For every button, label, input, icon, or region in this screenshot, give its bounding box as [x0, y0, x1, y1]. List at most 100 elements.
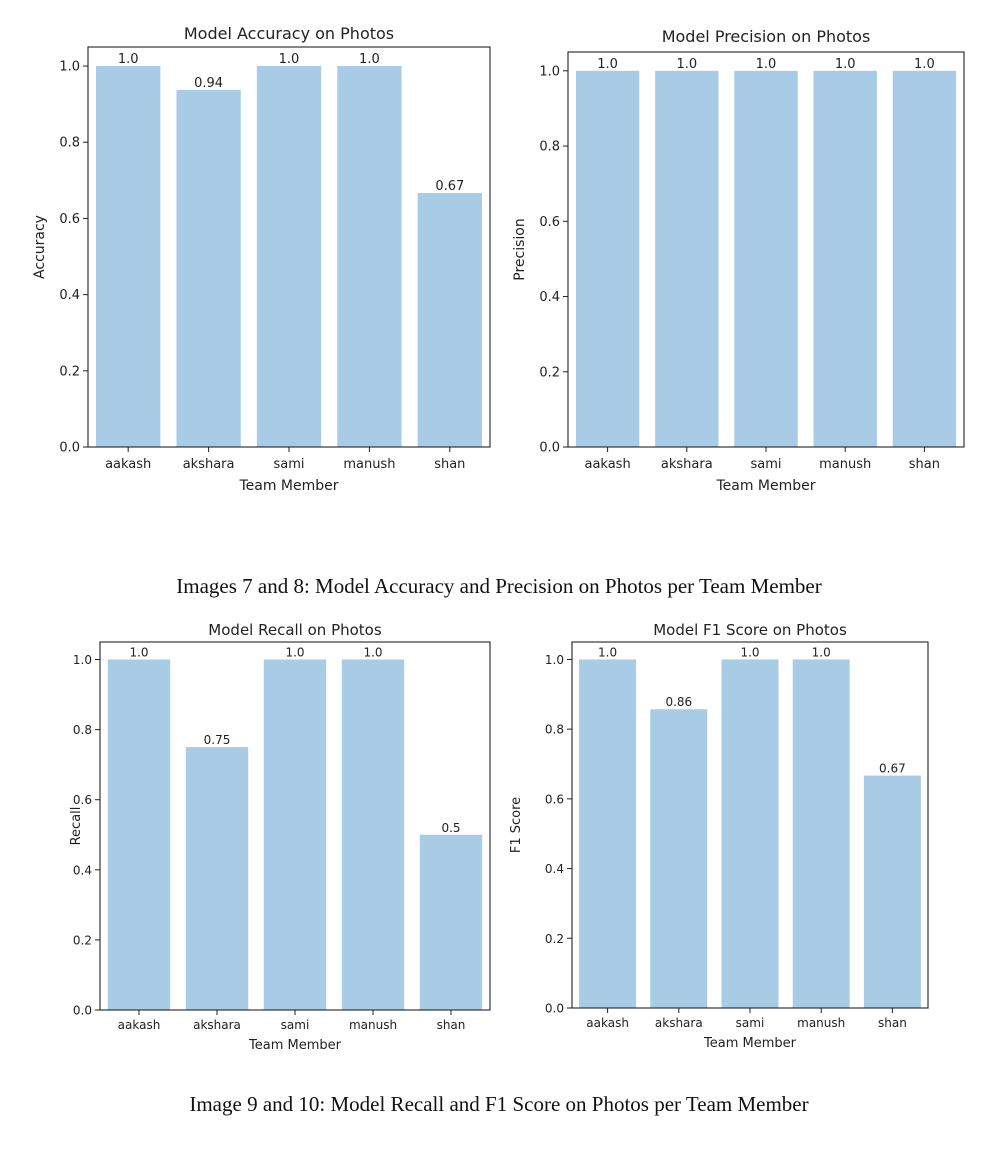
recall-chart-xtick-label-shan: shan	[437, 1018, 466, 1032]
precision-chart-ytick-label: 0.2	[539, 365, 560, 380]
precision-chart-ytick-label: 0.8	[539, 140, 560, 155]
recall-chart: Model Recall on Photos 1.0 aakash 0.75 aksha…	[60, 615, 500, 1065]
recall-chart-ytick-label: 1.0	[73, 653, 92, 667]
recall-chart-ytick-label: 0.6	[73, 793, 92, 807]
recall-chart-bar-manush	[341, 659, 405, 1010]
precision-chart-value-label-aakash: 1.0	[597, 57, 618, 72]
f1-chart-value-label-manush: 1.0	[812, 645, 831, 659]
f1-chart-ytick-label: 0.2	[545, 932, 564, 946]
precision-chart-y-axis-label: Precision	[512, 218, 528, 280]
accuracy-chart-bar-akshara	[176, 89, 241, 447]
recall-chart-bar-sami	[263, 659, 327, 1010]
accuracy-chart-ytick-label: 1.0	[59, 60, 80, 75]
recall-chart-y-axis-label: Recall	[69, 807, 84, 846]
accuracy-chart-svg: Model Accuracy on Photos 1.0 aakash 0.94 aks…	[32, 24, 491, 494]
recall-chart-svg: Model Recall on Photos 1.0 aakash 0.75 aksha…	[69, 621, 491, 1053]
f1-chart-bar-sami	[721, 659, 779, 1008]
accuracy-chart-value-label-aakash: 1.0	[118, 52, 139, 67]
f1-chart-svg: Model F1 Score on Photos 1.0 aakash 0.86 aks…	[509, 621, 929, 1051]
accuracy-chart-bar-sami	[256, 66, 322, 448]
caption-top: Images 7 and 8: Model Accuracy and Preci…	[176, 574, 822, 598]
recall-chart-x-axis-label: Team Member	[248, 1038, 342, 1053]
accuracy-chart-ytick-label: 0.4	[59, 288, 80, 303]
precision-chart: Model Precision on Photos 1.0 aakash 1.0 aks…	[500, 20, 980, 505]
precision-chart-xtick-label-sami: sami	[750, 457, 781, 472]
precision-chart-bar-manush	[813, 70, 877, 448]
accuracy-chart-xtick-label-sami: sami	[273, 457, 304, 472]
accuracy-chart-plot-frame	[87, 46, 491, 448]
f1-chart-ytick-label: 0.4	[545, 862, 564, 876]
precision-chart-ytick-label: 0.4	[539, 290, 560, 305]
precision-chart-bar-shan	[892, 70, 957, 448]
accuracy-chart-xtick-label-shan: shan	[434, 457, 465, 472]
f1-chart-bar-shan	[863, 775, 921, 1008]
f1-chart-ytick-label: 0.8	[545, 723, 564, 737]
precision-chart-value-label-manush: 1.0	[835, 57, 856, 72]
recall-chart-ytick-label: 0.2	[73, 933, 92, 947]
precision-chart-bar-akshara	[655, 70, 719, 448]
f1-chart-y-axis-label: F1 Score	[509, 797, 524, 853]
recall-chart-xtick-label-akshara: akshara	[193, 1018, 241, 1032]
f1-chart-value-label-akshara: 0.86	[665, 695, 692, 709]
recall-chart-value-label-akshara: 0.75	[204, 733, 231, 747]
f1-chart-xtick-label-sami: sami	[736, 1016, 765, 1030]
f1-chart-x-axis-label: Team Member	[703, 1036, 797, 1051]
recall-chart-ytick-label: 0.0	[73, 1004, 92, 1018]
recall-chart-value-label-manush: 1.0	[363, 646, 382, 660]
accuracy-chart-value-label-akshara: 0.94	[194, 76, 223, 91]
f1-chart-bar-aakash	[579, 659, 637, 1008]
precision-chart-bar-aakash	[575, 70, 640, 448]
recall-chart-value-label-aakash: 1.0	[129, 646, 148, 660]
accuracy-chart-ytick-label: 0.2	[59, 364, 80, 379]
precision-chart-title: Model Precision on Photos	[662, 27, 871, 46]
accuracy-chart-value-label-manush: 1.0	[359, 52, 380, 67]
f1-chart: Model F1 Score on Photos 1.0 aakash 0.86 aks…	[500, 615, 940, 1065]
precision-chart-xtick-label-shan: shan	[909, 457, 940, 472]
precision-chart-ytick-label: 0.6	[539, 215, 560, 230]
accuracy-chart-bar-aakash	[96, 66, 161, 448]
accuracy-chart-xtick-label-manush: manush	[343, 457, 395, 472]
recall-chart-bar-akshara	[185, 747, 249, 1010]
accuracy-chart-xtick-label-aakash: aakash	[105, 457, 151, 472]
accuracy-chart-value-label-shan: 0.67	[435, 179, 464, 194]
f1-chart-ytick-label: 1.0	[545, 653, 564, 667]
recall-chart-value-label-shan: 0.5	[441, 821, 460, 835]
precision-chart-xtick-label-manush: manush	[819, 457, 871, 472]
f1-chart-ytick-label: 0.0	[545, 1002, 564, 1016]
f1-chart-value-label-aakash: 1.0	[598, 645, 617, 659]
f1-chart-ytick-label: 0.6	[545, 792, 564, 806]
accuracy-chart-ytick-label: 0.0	[59, 441, 80, 456]
recall-chart-plot-frame	[99, 641, 491, 1011]
recall-chart-title: Model Recall on Photos	[208, 621, 382, 639]
f1-chart-xtick-label-manush: manush	[797, 1016, 845, 1030]
recall-chart-xtick-label-manush: manush	[349, 1018, 397, 1032]
accuracy-chart-y-axis-label: Accuracy	[32, 215, 48, 279]
precision-chart-value-label-shan: 1.0	[914, 57, 935, 72]
precision-chart-value-label-akshara: 1.0	[676, 57, 697, 72]
f1-chart-plot-frame	[571, 641, 929, 1009]
f1-chart-title: Model F1 Score on Photos	[653, 621, 847, 639]
recall-chart-value-label-sami: 1.0	[285, 646, 304, 660]
recall-chart-ytick-label: 0.4	[73, 863, 92, 877]
f1-chart-bar-manush	[792, 659, 850, 1008]
accuracy-chart-ytick-label: 0.6	[59, 212, 80, 227]
recall-chart-bar-aakash	[107, 659, 171, 1010]
precision-chart-svg: Model Precision on Photos 1.0 aakash 1.0 aks…	[512, 27, 965, 494]
accuracy-chart-x-axis-label: Team Member	[238, 478, 338, 494]
accuracy-chart-ytick-label: 0.8	[59, 136, 80, 151]
accuracy-chart-bar-manush	[337, 66, 402, 448]
accuracy-chart: Model Accuracy on Photos 1.0 aakash 0.94 aks…	[20, 15, 500, 505]
recall-chart-xtick-label-aakash: aakash	[118, 1018, 161, 1032]
precision-chart-xtick-label-akshara: akshara	[661, 457, 713, 472]
precision-chart-plot-frame	[567, 51, 965, 448]
accuracy-chart-value-label-sami: 1.0	[279, 52, 300, 67]
precision-chart-xtick-label-aakash: aakash	[584, 457, 630, 472]
accuracy-chart-xtick-label-akshara: akshara	[183, 457, 235, 472]
accuracy-chart-title: Model Accuracy on Photos	[184, 24, 394, 43]
f1-chart-value-label-sami: 1.0	[740, 645, 759, 659]
f1-chart-xtick-label-akshara: akshara	[655, 1016, 703, 1030]
f1-chart-value-label-shan: 0.67	[879, 762, 906, 776]
precision-chart-value-label-sami: 1.0	[756, 57, 777, 72]
f1-chart-xtick-label-shan: shan	[878, 1016, 907, 1030]
f1-chart-bar-akshara	[650, 709, 708, 1008]
